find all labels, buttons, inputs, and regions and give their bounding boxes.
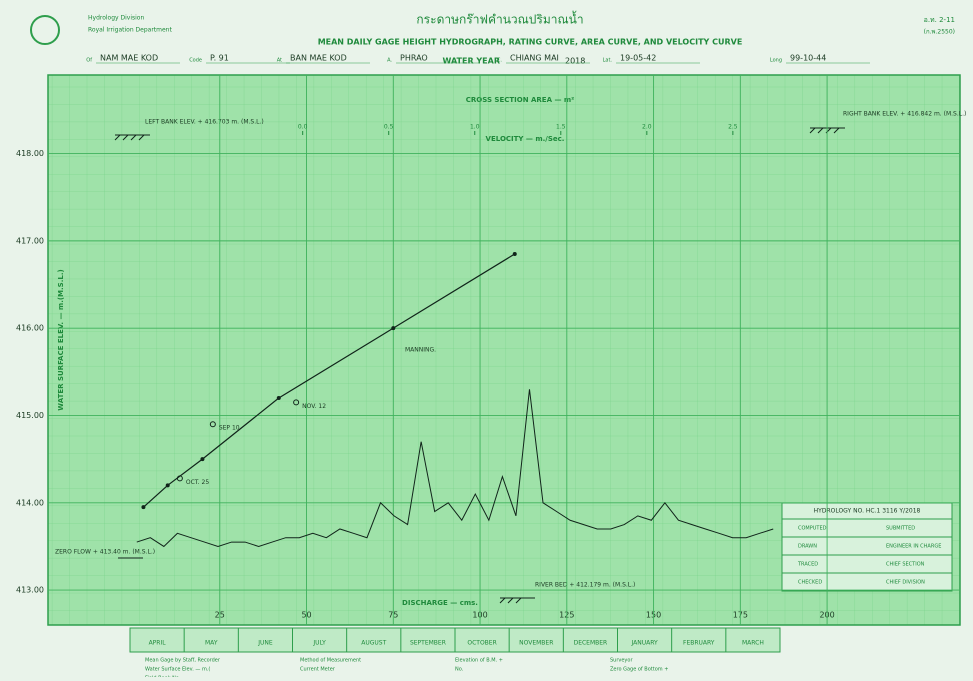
measurement-label: SEP 10	[219, 425, 240, 432]
measurement	[293, 399, 300, 406]
footer-field: Water Surface Elev. — m.(	[145, 667, 210, 673]
y-tick-label: 418.00	[16, 149, 44, 158]
header-fields: Of NAM MAE KOD Code P. 91 At BAN MAE KOD A. PHR…	[86, 54, 870, 64]
measurement-label: NOV. 12	[302, 403, 326, 410]
month-label: AUGUST	[361, 640, 386, 647]
field-label: Of	[86, 58, 92, 64]
x2-tick-label: 2.5	[728, 124, 738, 131]
field-value: NAM MAE KOD	[100, 54, 158, 63]
field-label: At	[277, 58, 282, 64]
chart-title: MEAN DAILY GAGE HEIGHT HYDROGRAPH, RATIN…	[318, 38, 743, 47]
rating-point	[141, 505, 146, 510]
month-label: MAY	[205, 640, 218, 647]
y-label: WATER SURFACE ELEV. — m.(M.S.L.)	[57, 269, 65, 410]
table-cell: ENGINEER IN CHARGE	[886, 544, 941, 550]
field-label: A.	[387, 58, 392, 64]
measurement	[209, 421, 216, 428]
x2-tick-label: 1.0	[470, 124, 480, 131]
footer-field: Surveyor	[610, 658, 633, 664]
table-cell: CHIEF DIVISION	[886, 580, 925, 586]
y-tick-label: 416.00	[16, 324, 44, 333]
rating-point	[165, 483, 170, 488]
month-label: APRIL	[149, 640, 167, 647]
table-cell: CHIEF SECTION	[886, 562, 925, 568]
rating-point	[512, 251, 517, 256]
x2-tick-label: 0.5	[384, 124, 394, 131]
annotation: MANNING.	[405, 347, 436, 354]
field-value: 19-05-42	[620, 54, 656, 63]
table-cell: CHECKED	[798, 580, 822, 586]
field-value: PHRAO	[400, 54, 428, 63]
measurement	[176, 475, 183, 482]
area-label: CROSS SECTION AREA — m²	[466, 96, 575, 104]
field-value: BAN MAE KOD	[290, 54, 347, 63]
y-tick-label: 415.00	[16, 411, 44, 420]
annotation: LEFT BANK ELEV. + 416.703 m. (M.S.L.)	[145, 119, 264, 126]
logo	[30, 15, 60, 45]
annotation: RIGHT BANK ELEV. + 416.842 m. (M.S.L.)	[843, 111, 966, 118]
y-tick-label: 417.00	[16, 236, 44, 245]
rating-point	[200, 457, 205, 462]
month-label: JULY	[312, 640, 326, 647]
rating-point	[276, 396, 281, 401]
measurement-label: OCT. 25	[186, 479, 209, 486]
month-label: SEPTEMBER	[410, 640, 446, 647]
field-label: Code	[189, 58, 202, 64]
form-code: อ.ท. 2-11	[924, 16, 955, 24]
signoff-table: HYDROLOGY NO. HC.1 3116 Y/2018 COMPUTED SU…	[781, 502, 953, 592]
form-date: (ก.พ.2550)	[924, 29, 955, 36]
water-year: 2018	[565, 57, 585, 66]
table-frame	[781, 502, 953, 592]
month-label: NOVEMBER	[519, 640, 553, 647]
rating-point	[391, 326, 396, 331]
annotation: ZERO FLOW + 413.40 m. (M.S.L.)	[55, 549, 155, 556]
month-label: FEBRUARY	[683, 640, 715, 647]
field-value: 99-10-44	[790, 54, 826, 63]
footer-field: Elevation of B.M. +	[455, 658, 503, 664]
footer-fields: Mean Gage by Staff, Recorder Method of Me…	[145, 658, 668, 681]
x2-tick-label: 0.0	[298, 124, 308, 131]
field-label: C.	[497, 58, 502, 64]
month-label: MARCH	[742, 640, 764, 647]
field-label: Lat.	[603, 58, 613, 64]
hydrograph	[136, 389, 774, 548]
month-label: JANUARY	[630, 640, 658, 647]
annotation: RIVER BED + 412.179 m. (M.S.L.)	[535, 582, 635, 589]
field-label: Long	[770, 58, 782, 64]
agency: Royal Irrigation Department	[88, 27, 172, 34]
table-cell: SUBMITTED	[886, 526, 915, 532]
month-label: OCTOBER	[467, 640, 496, 647]
table-title: HYDROLOGY NO. HC.1 3116 Y/2018	[814, 508, 921, 515]
plot-frame	[47, 74, 961, 626]
thai-title: กระดาษกร๊าฟคำนวณปริมาณน้ำ	[416, 11, 583, 27]
table-cell: COMPUTED	[798, 526, 827, 532]
month-label: JUNE	[257, 640, 273, 647]
agency: Hydrology Division	[88, 15, 144, 22]
y-tick-label: 413.00	[16, 586, 44, 595]
water-year-label: WATER YEAR	[442, 57, 500, 66]
y-tick-label: 414.00	[16, 498, 44, 507]
x2-tick-label: 2.0	[642, 124, 652, 131]
field-value: P. 91	[210, 54, 229, 63]
footer-field: Current Meter	[300, 667, 336, 673]
footer-field: Mean Gage by Staff, Recorder	[145, 658, 221, 664]
table-cell: TRACED	[797, 562, 818, 568]
field-value: CHIANG MAI	[510, 54, 559, 63]
table-cell: DRAWN	[798, 544, 817, 550]
footer-field: Method of Measurement	[300, 658, 361, 664]
month-label: DECEMBER	[574, 640, 608, 647]
x-label: DISCHARGE — cms.	[402, 599, 478, 607]
footer-field: No.	[455, 667, 464, 673]
x2-label: VELOCITY — m./Sec.	[486, 135, 565, 143]
rating-curve	[143, 253, 516, 508]
x2-tick-label: 1.5	[556, 124, 566, 131]
footer-field: Zero Gage of Bottom +	[610, 667, 668, 673]
